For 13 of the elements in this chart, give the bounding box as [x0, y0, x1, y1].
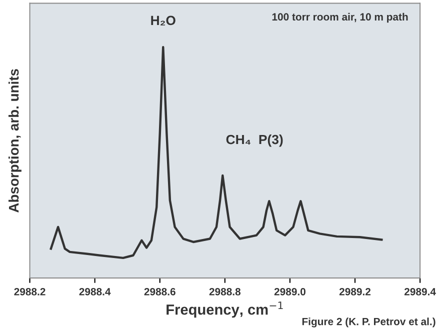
- x-tick-label: 2988.8: [209, 288, 241, 296]
- x-tick-label: 2988.4: [79, 288, 111, 296]
- x-tick-label: 2989.2: [339, 288, 371, 296]
- text: 100 torr room air, 10 m path: [272, 12, 408, 23]
- x-tick-label: 2988.2: [14, 288, 46, 296]
- caption: Figure 2 (K. P. Petrov et al.): [302, 318, 436, 328]
- x-tick-label: 2989.0: [274, 288, 306, 296]
- x-tick-label: 2989.4: [404, 288, 436, 296]
- y-axis-title: Absorption, arb. units: [8, 69, 22, 212]
- x-axis-title: Frequency, cm$^{−1}$: [166, 302, 283, 318]
- annotation: H₂O: [151, 16, 176, 26]
- annotation: CH₄ P(3): [226, 134, 283, 147]
- x-tick-label: 2988.6: [144, 288, 176, 296]
